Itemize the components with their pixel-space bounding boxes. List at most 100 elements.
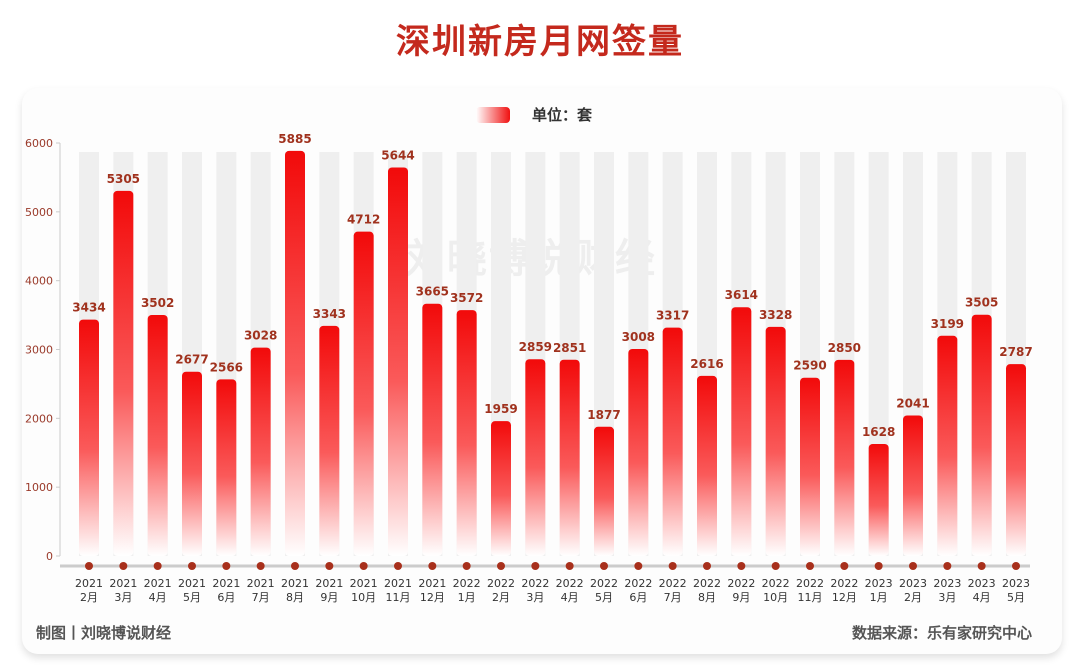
bar xyxy=(765,326,786,556)
x-axis-dot xyxy=(840,562,849,570)
x-tick-label-year: 2021 xyxy=(418,577,446,590)
legend: 单位：套 xyxy=(476,104,592,125)
x-tick-label-month: 11月 xyxy=(798,591,823,604)
x-axis-dot xyxy=(1012,562,1020,570)
x-tick-label-month: 10月 xyxy=(351,591,376,604)
bar xyxy=(388,167,408,556)
x-tick-label-year: 2021 xyxy=(315,577,343,590)
y-tick-label: 6000 xyxy=(25,137,53,150)
bar xyxy=(594,426,614,556)
x-tick-label-month: 4月 xyxy=(561,591,579,604)
bar-value-label: 3199 xyxy=(931,317,964,331)
x-tick-label-month: 6月 xyxy=(217,591,235,604)
x-tick-label-month: 8月 xyxy=(698,591,716,604)
x-tick-label-year: 2023 xyxy=(933,577,961,590)
bar-value-label: 3502 xyxy=(141,296,174,310)
x-axis-dot xyxy=(600,562,608,570)
x-axis-dot xyxy=(256,562,265,570)
x-axis-dot xyxy=(222,562,231,570)
x-tick-label-month: 11月 xyxy=(386,591,411,604)
x-tick-label-year: 2023 xyxy=(968,577,996,590)
bar-value-label: 3505 xyxy=(965,296,998,310)
x-axis-dot xyxy=(462,562,471,570)
bar xyxy=(216,379,237,556)
y-tick-label: 1000 xyxy=(25,481,53,494)
x-tick-label-year: 2022 xyxy=(487,577,515,590)
x-axis-dot xyxy=(943,562,952,570)
x-axis-dot xyxy=(771,562,780,570)
x-tick-label-month: 4月 xyxy=(973,591,991,604)
x-axis-dot xyxy=(977,562,986,570)
bar-value-label: 2851 xyxy=(553,341,586,355)
x-tick-label-year: 2022 xyxy=(796,577,824,590)
x-tick-label-year: 2022 xyxy=(521,577,549,590)
x-axis-dot xyxy=(565,562,574,570)
bar-value-label: 4712 xyxy=(347,213,380,227)
x-tick-label-year: 2021 xyxy=(75,577,103,590)
bar-value-label: 3328 xyxy=(759,308,792,322)
source-text: 数据来源：乐有家研究中心 xyxy=(851,624,1032,642)
x-axis-dot xyxy=(668,562,677,570)
bar-value-label: 1628 xyxy=(862,425,895,439)
x-tick-label-year: 2022 xyxy=(727,577,755,590)
y-tick-label: 4000 xyxy=(25,275,53,288)
x-tick-label-month: 2月 xyxy=(904,591,922,604)
bar-value-label: 5644 xyxy=(381,149,414,163)
x-tick-label-month: 9月 xyxy=(732,591,750,604)
bar xyxy=(971,314,992,556)
x-tick-label-month: 5月 xyxy=(183,591,201,604)
bar xyxy=(353,231,374,556)
x-tick-label-month: 8月 xyxy=(286,591,304,604)
bar-value-label: 2616 xyxy=(690,357,723,371)
chart-title: 深圳新房月网签量 xyxy=(396,22,684,62)
x-axis-dot xyxy=(119,562,128,570)
bar-value-label: 5305 xyxy=(107,172,140,186)
bar xyxy=(868,443,889,556)
x-tick-label-month: 3月 xyxy=(938,591,956,604)
x-tick-label-month: 5月 xyxy=(595,591,613,604)
x-tick-label-month: 4月 xyxy=(149,591,167,604)
x-tick-label-month: 12月 xyxy=(832,591,857,604)
x-tick-label-month: 12月 xyxy=(420,591,445,604)
x-axis-dot xyxy=(85,562,93,570)
credit-text: 制图丨刘晓博说财经 xyxy=(36,624,172,642)
bar-value-label: 3614 xyxy=(725,288,758,302)
bar-value-label: 2787 xyxy=(999,345,1032,359)
bar xyxy=(903,415,923,556)
x-axis-dot xyxy=(634,562,643,570)
x-axis-dot xyxy=(874,562,883,570)
x-tick-label-year: 2021 xyxy=(178,577,206,590)
x-tick-label-month: 1月 xyxy=(870,591,888,604)
y-tick-label: 0 xyxy=(46,550,53,563)
bar-value-label: 3317 xyxy=(656,309,689,323)
bar xyxy=(147,314,168,556)
bar xyxy=(250,347,271,556)
bar xyxy=(628,348,649,556)
y-tick-label: 2000 xyxy=(25,412,53,425)
x-axis-dot xyxy=(428,562,437,570)
x-tick-label-year: 2023 xyxy=(899,577,927,590)
x-axis-dot xyxy=(737,562,746,570)
x-tick-label-year: 2022 xyxy=(693,577,721,590)
y-tick-label: 3000 xyxy=(25,344,53,357)
x-axis-dot xyxy=(188,562,196,570)
legend-label: 单位：套 xyxy=(532,106,593,124)
x-axis-dot xyxy=(359,562,368,570)
x-tick-label-year: 2021 xyxy=(144,577,172,590)
bar-value-label: 2859 xyxy=(519,340,552,354)
x-tick-label-month: 2月 xyxy=(80,591,98,604)
x-tick-label-year: 2021 xyxy=(384,577,412,590)
bar-value-label: 3434 xyxy=(72,301,105,315)
bar-value-label: 3572 xyxy=(450,291,483,305)
x-tick-label-month: 7月 xyxy=(664,591,682,604)
bar-value-label: 2590 xyxy=(793,359,826,373)
bar xyxy=(662,327,683,556)
x-axis-dot xyxy=(325,562,334,570)
bar-value-label: 2041 xyxy=(896,397,929,411)
x-tick-label-year: 2022 xyxy=(590,577,618,590)
x-tick-label-year: 2021 xyxy=(212,577,240,590)
bar xyxy=(1006,364,1026,556)
bar xyxy=(937,335,958,556)
x-axis-dot xyxy=(291,562,299,570)
